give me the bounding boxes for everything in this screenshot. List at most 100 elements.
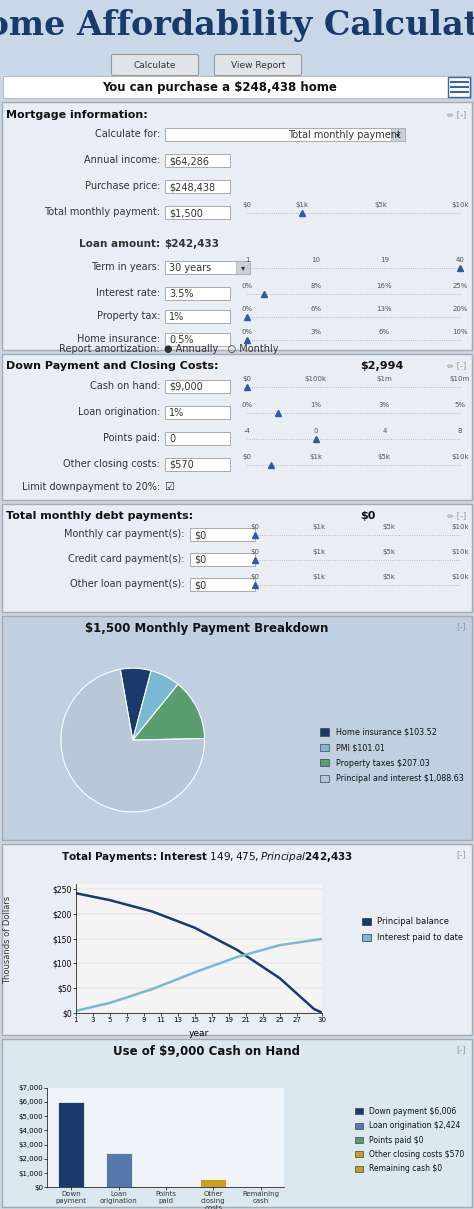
Text: [-]: [-] bbox=[456, 621, 466, 631]
Principal balance bbox=[311, 1001, 317, 1016]
Text: $248,438: $248,438 bbox=[169, 183, 215, 192]
Text: 1%: 1% bbox=[169, 407, 184, 418]
Text: Calculate for:: Calculate for: bbox=[95, 129, 160, 139]
Text: $0: $0 bbox=[360, 511, 375, 521]
Text: $0: $0 bbox=[194, 555, 206, 565]
Principal balance bbox=[73, 886, 79, 901]
Text: $0: $0 bbox=[194, 580, 206, 590]
Bar bbox=[165, 128, 405, 141]
Bar bbox=[200, 1179, 226, 1187]
Text: $0: $0 bbox=[194, 530, 206, 540]
Text: Home insurance:: Home insurance: bbox=[77, 334, 160, 345]
Text: $64,286: $64,286 bbox=[169, 156, 209, 166]
Principal balance bbox=[99, 891, 104, 906]
Text: 20%: 20% bbox=[452, 306, 468, 312]
Text: Points paid:: Points paid: bbox=[103, 433, 160, 442]
Text: $9,000: $9,000 bbox=[169, 382, 203, 392]
Text: $5k: $5k bbox=[374, 202, 387, 208]
Text: 6%: 6% bbox=[379, 329, 390, 335]
Text: $242,433: $242,433 bbox=[164, 239, 219, 249]
Interest paid to date bbox=[192, 965, 198, 979]
Principal balance bbox=[277, 971, 283, 985]
Text: 1: 1 bbox=[245, 258, 249, 264]
Text: $100k: $100k bbox=[305, 376, 327, 382]
Bar bbox=[106, 1153, 132, 1187]
Text: $0: $0 bbox=[250, 574, 259, 580]
Principal balance bbox=[133, 899, 138, 914]
Bar bbox=[236, 261, 250, 274]
Text: Interest rate:: Interest rate: bbox=[96, 288, 160, 297]
Text: $10k: $10k bbox=[451, 202, 469, 208]
Text: Monthly car payment(s):: Monthly car payment(s): bbox=[64, 530, 185, 539]
Interest paid to date bbox=[268, 941, 274, 955]
Interest paid to date bbox=[149, 982, 155, 996]
Interest paid to date bbox=[166, 976, 172, 990]
Text: 19: 19 bbox=[380, 258, 389, 264]
Text: Purchase price:: Purchase price: bbox=[85, 181, 160, 191]
Text: Annual income:: Annual income: bbox=[84, 155, 160, 164]
Legend: Down payment $6,006, Loan origination $2,424, Points paid $0, Other closing cost: Down payment $6,006, Loan origination $2… bbox=[354, 1105, 465, 1175]
Text: $0: $0 bbox=[243, 455, 252, 459]
Interest paid to date bbox=[175, 972, 181, 987]
Text: 16%: 16% bbox=[377, 283, 392, 289]
Text: 5%: 5% bbox=[455, 403, 465, 407]
Principal balance bbox=[141, 902, 146, 916]
Text: $5k: $5k bbox=[378, 455, 391, 459]
Text: 10%: 10% bbox=[452, 329, 468, 335]
Text: 1%: 1% bbox=[310, 403, 321, 407]
Bar bbox=[3, 76, 471, 98]
Text: ✏ [-]: ✏ [-] bbox=[447, 110, 466, 118]
Interest paid to date bbox=[90, 1000, 96, 1014]
Interest paid to date bbox=[141, 984, 146, 999]
Text: $0: $0 bbox=[250, 549, 259, 555]
Text: Calculate: Calculate bbox=[134, 60, 176, 69]
Interest paid to date bbox=[311, 933, 317, 948]
Text: ✏ [-]: ✏ [-] bbox=[447, 511, 466, 520]
Bar bbox=[165, 154, 230, 167]
Text: [-]: [-] bbox=[456, 850, 466, 860]
Interest paid to date bbox=[260, 943, 265, 958]
Interest paid to date bbox=[235, 950, 240, 965]
Text: $10k: $10k bbox=[451, 549, 469, 555]
Bar bbox=[58, 1101, 84, 1187]
Interest paid to date bbox=[285, 937, 291, 951]
Principal balance bbox=[319, 1006, 325, 1020]
Text: $10k: $10k bbox=[451, 523, 469, 530]
Text: -4: -4 bbox=[244, 428, 250, 434]
Interest paid to date bbox=[116, 993, 121, 1007]
Text: $1m: $1m bbox=[376, 376, 392, 382]
Text: Cash on hand:: Cash on hand: bbox=[90, 381, 160, 391]
Interest paid to date bbox=[133, 988, 138, 1002]
Interest paid to date bbox=[99, 997, 104, 1012]
Text: $10k: $10k bbox=[451, 574, 469, 580]
Text: Total monthly payment: Total monthly payment bbox=[288, 131, 401, 140]
Text: $5k: $5k bbox=[383, 523, 396, 530]
Text: 0%: 0% bbox=[241, 306, 253, 312]
Text: $1k: $1k bbox=[312, 549, 325, 555]
Principal balance bbox=[302, 994, 308, 1008]
Interest paid to date bbox=[218, 956, 223, 971]
Text: Total monthly payment:: Total monthly payment: bbox=[44, 207, 160, 216]
Bar bbox=[165, 380, 230, 393]
Text: Use of $9,000 Cash on Hand: Use of $9,000 Cash on Hand bbox=[113, 1045, 301, 1058]
Text: $10m: $10m bbox=[450, 376, 470, 382]
Text: $5k: $5k bbox=[383, 549, 396, 555]
Line: Principal balance: Principal balance bbox=[76, 893, 322, 1013]
Principal balance bbox=[201, 925, 206, 939]
Bar bbox=[190, 553, 255, 566]
Principal balance bbox=[175, 914, 181, 929]
X-axis label: year: year bbox=[189, 1029, 209, 1037]
Bar bbox=[165, 458, 230, 472]
Text: Term in years:: Term in years: bbox=[91, 262, 160, 272]
Text: $1k: $1k bbox=[295, 202, 309, 208]
Principal balance bbox=[260, 960, 265, 974]
Text: 0.5%: 0.5% bbox=[169, 335, 193, 345]
Principal balance bbox=[124, 897, 130, 912]
Text: $570: $570 bbox=[169, 459, 194, 470]
Wedge shape bbox=[133, 671, 178, 740]
Principal balance bbox=[268, 965, 274, 979]
Text: 1%: 1% bbox=[169, 312, 184, 322]
Text: 8: 8 bbox=[458, 428, 462, 434]
Text: ✏ [-]: ✏ [-] bbox=[447, 361, 466, 370]
Text: 0%: 0% bbox=[241, 283, 253, 289]
